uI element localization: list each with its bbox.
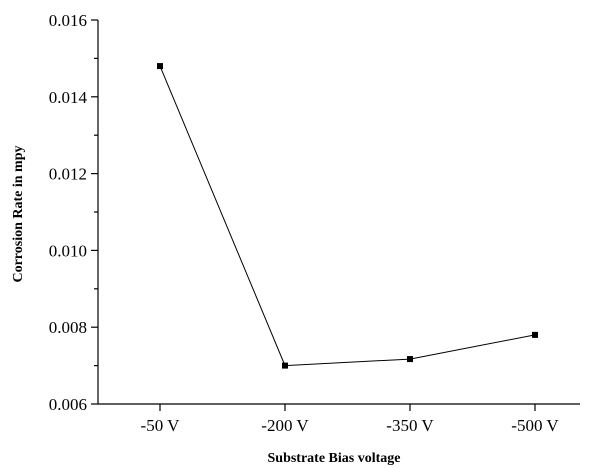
x-axis-title: Substrate Bias voltage bbox=[268, 451, 401, 466]
y-axis-title: Corrosion Rate in mpy bbox=[11, 145, 26, 282]
data-point bbox=[157, 63, 163, 70]
y-tick-label: 0.014 bbox=[49, 88, 88, 107]
y-tick-label: 0.006 bbox=[49, 395, 87, 414]
series-line bbox=[159, 65, 536, 367]
y-tick-label: 0.016 bbox=[49, 11, 87, 30]
y-tick-label: 0.012 bbox=[49, 165, 87, 184]
x-tick-label: -200 V bbox=[261, 416, 309, 435]
x-tick-label: -350 V bbox=[386, 416, 434, 435]
series-layer bbox=[157, 63, 538, 369]
y-ticks: 0.006 0.008 0.010 0.012 0.014 0.016 bbox=[49, 11, 98, 414]
x-ticks: -50 V -200 V -350 V -500 V bbox=[141, 404, 559, 435]
x-tick-label: -50 V bbox=[141, 416, 181, 435]
data-point bbox=[532, 331, 538, 338]
y-tick-label: 0.010 bbox=[49, 241, 87, 260]
x-tick-label: -500 V bbox=[511, 416, 559, 435]
plot-area: 0.006 0.008 0.010 0.012 0.014 0.016 -50 V -200… bbox=[49, 11, 580, 435]
y-tick-label: 0.008 bbox=[49, 318, 87, 337]
data-point bbox=[407, 356, 413, 363]
data-point bbox=[282, 362, 288, 369]
